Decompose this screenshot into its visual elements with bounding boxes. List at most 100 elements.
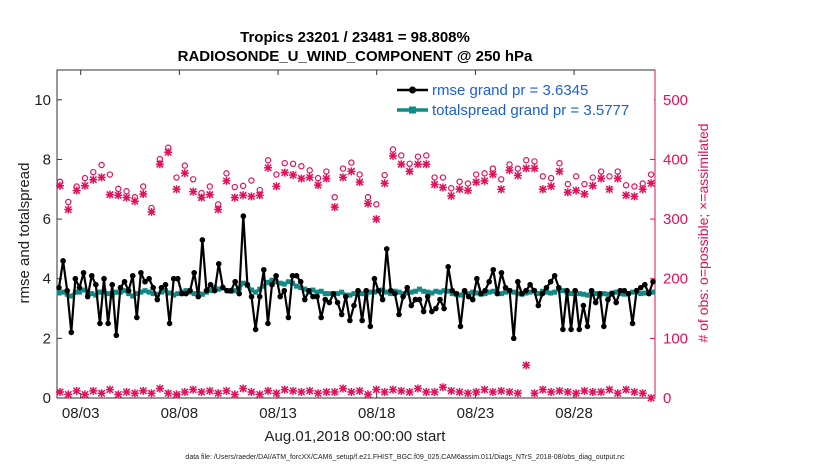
rmse-point — [621, 287, 628, 294]
totalspread-point — [183, 288, 189, 294]
rmse-point — [318, 314, 324, 321]
totalspread-point — [404, 290, 410, 296]
obs-possible-point — [348, 159, 355, 166]
obs-assimilated-point — [72, 186, 81, 195]
obs-assimilated-point — [372, 215, 381, 224]
y-axis-right-label: # of obs: o=possible; ×=assimilated — [695, 123, 711, 342]
obs-rejected-point — [130, 389, 139, 398]
rmse-point — [150, 284, 157, 291]
rmse-point — [261, 266, 267, 273]
totalspread-point — [511, 289, 517, 295]
x-tick-label: 08/28 — [555, 405, 593, 422]
obs-possible-point — [406, 160, 413, 168]
rmse-point — [277, 293, 284, 300]
totalspread-point — [417, 286, 423, 292]
obs-rejected-point — [430, 388, 439, 397]
rmse-point — [474, 275, 480, 282]
legend-box — [392, 79, 654, 123]
rmse-point — [187, 287, 193, 294]
obs-assimilated-point — [314, 181, 323, 190]
obs-possible-point — [356, 171, 363, 178]
rmse-point — [383, 246, 390, 252]
obs-possible-point — [597, 168, 605, 175]
obs-possible-point — [456, 178, 463, 185]
rmse-point — [625, 290, 632, 297]
rmse-point — [347, 317, 353, 324]
obs-rejected-point — [122, 388, 131, 397]
totalspread-point — [437, 289, 443, 295]
rmse-point — [322, 296, 329, 303]
totalspread-point — [113, 289, 119, 295]
rmse-point — [527, 281, 533, 288]
rmse-point — [453, 290, 460, 297]
rmse-point — [154, 296, 161, 303]
totalspread-point — [273, 279, 279, 285]
obs-assimilated-point — [55, 181, 64, 190]
totalspread-point — [76, 289, 82, 295]
rmse-point — [617, 287, 624, 294]
rmse-point — [252, 326, 259, 333]
obs-rejected-point — [530, 389, 539, 398]
rmse-point — [441, 305, 447, 312]
obs-assimilated-point — [130, 197, 139, 206]
series-rmse — [56, 213, 656, 342]
obs-rejected-point — [463, 389, 472, 398]
obs-assimilated-point — [463, 186, 472, 195]
totalspread-point — [126, 291, 132, 297]
obs-possible-point — [581, 180, 588, 188]
obs-assimilated-point — [380, 179, 389, 188]
y-right-tick-label: 300 — [663, 211, 688, 228]
obs-assimilated-point — [230, 193, 239, 202]
totalspread-point — [470, 289, 476, 295]
totalspread-point — [466, 291, 472, 297]
y-left-tick-label: 10 — [34, 92, 51, 109]
rmse-point — [433, 305, 439, 312]
rmse-point — [191, 269, 197, 276]
obs-possible-point — [81, 174, 89, 182]
obs-assimilated-point — [97, 173, 106, 182]
rmse-point — [494, 290, 501, 297]
obs-rejected-point — [89, 386, 98, 395]
obs-possible-point — [65, 198, 72, 206]
rmse-point — [224, 287, 230, 294]
obs-possible-point — [239, 182, 247, 190]
obs-rejected-point — [264, 386, 273, 395]
obs-rejected-point — [197, 388, 206, 397]
totalspread-point — [81, 287, 87, 293]
rmse-point — [388, 287, 394, 294]
obs-assimilated-point — [172, 185, 181, 194]
rmse-point — [523, 287, 529, 294]
rmse-point — [297, 278, 304, 285]
obs-possible-point — [289, 160, 297, 168]
obs-assimilated-point — [289, 170, 298, 179]
totalspread-point — [171, 292, 177, 298]
totalspread-point — [630, 289, 636, 295]
rmse-point — [183, 290, 189, 297]
rmse-point — [605, 296, 611, 303]
obs-possible-point — [115, 185, 122, 193]
obs-possible-point — [306, 167, 313, 174]
obs-rejected-point — [322, 388, 331, 397]
totalspread-point — [158, 289, 164, 295]
obs-assimilated-point — [472, 178, 481, 187]
rmse-point — [314, 293, 320, 300]
obs-possible-point — [373, 201, 380, 208]
rmse-point — [596, 290, 603, 297]
rmse-point — [310, 293, 316, 300]
legend: rmse grand pr = 3.6345 totalspread grand… — [392, 79, 654, 123]
totalspread-point — [335, 291, 341, 297]
x-tick-label: 08/03 — [62, 405, 100, 422]
rmse-point — [174, 275, 181, 282]
totalspread-point — [433, 288, 439, 294]
rmse-point — [646, 290, 652, 297]
totalspread-point — [97, 289, 103, 295]
rmse-point — [572, 287, 578, 294]
obs-assimilated-point — [122, 193, 131, 202]
obs-assimilated-point — [322, 174, 331, 183]
totalspread-point — [257, 286, 263, 292]
rmse-point — [113, 332, 120, 339]
obs-rejected-point — [189, 385, 198, 394]
x-axis-label: Aug.01,2018 00:00:00 start — [265, 428, 447, 445]
y-left-tick-label: 2 — [43, 330, 51, 347]
obs-possible-point — [264, 157, 272, 164]
